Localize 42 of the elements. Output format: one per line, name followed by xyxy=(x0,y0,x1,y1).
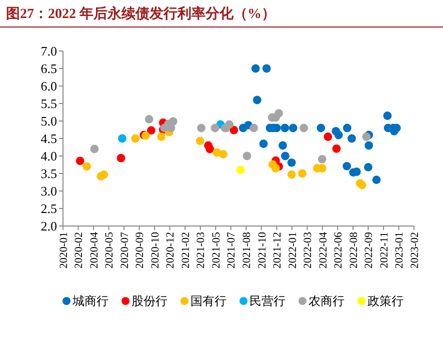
y-tick-label: 3.0 xyxy=(40,184,57,199)
x-tick-label: 2020-01 xyxy=(58,232,70,269)
legend-label: 城商行 xyxy=(72,294,108,308)
x-tick-label: 2021-03 xyxy=(195,232,208,269)
legend-label: 国有行 xyxy=(190,294,226,308)
x-tick-label: 2021-12 xyxy=(272,232,284,269)
legend-label: 股份行 xyxy=(132,294,168,308)
legend-label: 农商行 xyxy=(308,294,344,308)
x-tick-label: 2021-08 xyxy=(240,232,253,269)
y-tick-label: 2.0 xyxy=(40,218,57,234)
x-tick-label: 2021-02 xyxy=(180,232,192,269)
x-tick-label: 2020-05 xyxy=(104,232,116,269)
x-tick-label: 2020-10 xyxy=(149,232,162,269)
y-tick-label: 4.5 xyxy=(40,131,57,146)
y-tick-label: 5.5 xyxy=(40,96,57,112)
y-tick-label: 2.5 xyxy=(40,201,57,216)
chart-title: 图27：2022 年后永续债发行利率分化（%） xyxy=(6,5,276,22)
x-tick-label: 2023-02 xyxy=(408,232,421,269)
x-tick-label: 2022-04 xyxy=(317,232,330,269)
x-tick-label: 2022-06 xyxy=(332,232,345,269)
legend-label: 政策行 xyxy=(368,294,404,308)
x-tick-label: 2023-01 xyxy=(394,232,406,269)
x-tick-label: 2022-11 xyxy=(378,232,390,268)
x-tick-label: 2021-05 xyxy=(210,232,222,269)
x-tick-label: 2022-09 xyxy=(363,232,376,269)
y-tick-label: 6.5 xyxy=(40,61,57,76)
x-tick-label: 2022-01 xyxy=(286,232,299,269)
x-tick-label: 2020-04 xyxy=(88,232,100,269)
x-tick-label: 2020-07 xyxy=(118,232,131,269)
x-tick-label: 2020-09 xyxy=(134,232,146,269)
legend-label: 民营行 xyxy=(250,294,286,308)
x-tick-label: 2022-03 xyxy=(302,232,314,269)
x-tick-label: 2020-02 xyxy=(73,232,86,269)
y-tick-label: 5.0 xyxy=(40,114,57,129)
x-tick-label: 2021-10 xyxy=(256,232,268,269)
x-tick-label: 2022-08 xyxy=(348,232,360,269)
y-tick-label: 3.5 xyxy=(40,166,57,182)
x-tick-label: 2021-07 xyxy=(226,232,238,269)
y-tick-label: 7.0 xyxy=(40,44,57,59)
y-tick-label: 6.0 xyxy=(40,78,57,94)
y-tick-label: 4.0 xyxy=(40,148,57,164)
x-tick-label: 2020-12 xyxy=(164,232,177,269)
